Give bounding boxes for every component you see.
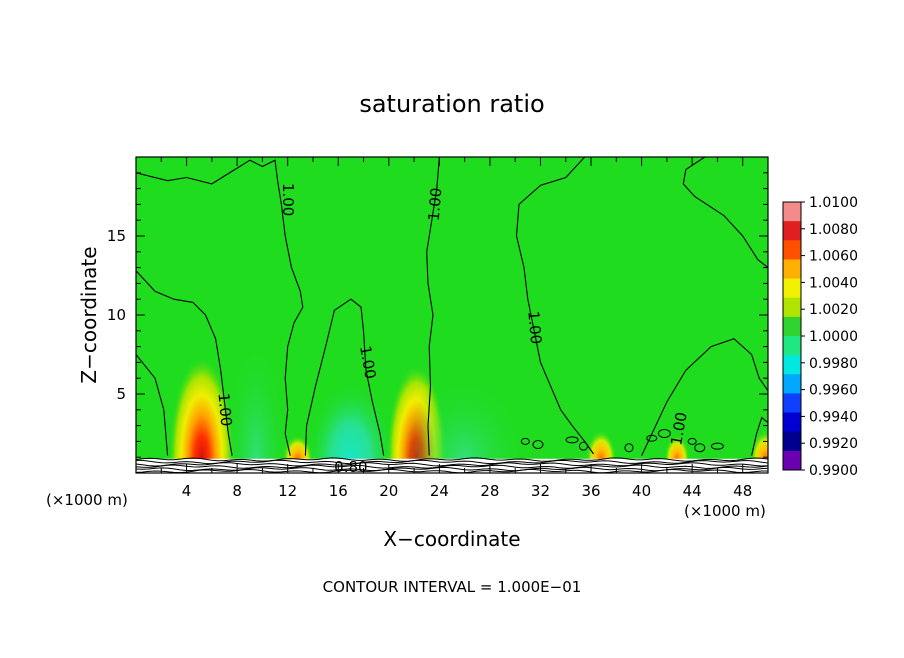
colorbar-swatch — [783, 221, 801, 241]
contour-loop-5 — [657, 429, 671, 438]
x-tick-label: 16 — [329, 482, 348, 500]
colorbar-swatch — [783, 393, 801, 414]
contour-label-1: 1.00 — [425, 187, 446, 222]
colorbar-swatch — [783, 297, 801, 318]
colorbar-swatch — [783, 336, 801, 356]
y-tick-label: 5 — [116, 385, 126, 403]
colorbar-swatch — [783, 450, 801, 471]
surface-contour-5 — [136, 468, 768, 473]
colorbar-label: 0.9920 — [809, 436, 858, 452]
contour-line-3 — [304, 298, 385, 456]
colorbar-swatch — [783, 259, 801, 280]
x-unit-right: (×1000 m) — [684, 502, 766, 520]
colorbar-label: 1.0020 — [809, 302, 858, 318]
colorbar-swatch — [783, 374, 801, 394]
surface-contour-3 — [136, 464, 768, 469]
plot-area — [136, 157, 768, 473]
surface-layer — [136, 457, 768, 473]
colorbar-label: 1.0000 — [809, 329, 858, 345]
contour-loop-3 — [578, 441, 588, 451]
x-tick-label: 28 — [480, 482, 499, 500]
y-axis-ticks: 5 10 15 — [107, 172, 768, 458]
colorbar-label: 0.9900 — [809, 463, 858, 479]
contour-loop-7 — [694, 443, 706, 453]
colorbar-label: 1.0080 — [809, 222, 858, 238]
surface-contour-2 — [136, 462, 768, 467]
colorbar: 1.0100 1.0080 1.0060 1.0040 1.0020 1.0000 0.99… — [782, 195, 858, 479]
x-unit-left: (×1000 m) — [46, 491, 128, 509]
colorbar-swatch — [783, 278, 801, 299]
contour-label-5: 1.00 — [667, 411, 691, 447]
colorbar-swatch — [783, 431, 801, 452]
colorbar-label: 0.9940 — [809, 409, 858, 425]
colorbar-label: 1.0100 — [809, 195, 858, 211]
contour-line-7 — [641, 338, 768, 456]
contour-loop-9 — [624, 443, 634, 453]
x-axis-label: X−coordinate — [383, 527, 520, 551]
colorbar-label: 1.0060 — [809, 249, 858, 265]
x-tick-label: 44 — [683, 482, 702, 500]
colorbar-swatch — [783, 412, 801, 433]
contour-loop-0 — [520, 437, 530, 445]
plume-0 — [168, 356, 235, 473]
contour-label-6: 0.80 — [334, 458, 367, 476]
contour-loop-1 — [532, 440, 544, 450]
plume-4 — [401, 371, 528, 473]
colorbar-label: 0.9980 — [809, 356, 858, 372]
y-tick-label: 15 — [107, 227, 126, 245]
x-tick-label: 48 — [733, 482, 752, 500]
colorbar-swatch — [783, 316, 801, 337]
surface-contour-1 — [136, 459, 768, 465]
contour-loop-8 — [710, 442, 724, 450]
contour-label-3: 1.00 — [356, 344, 380, 380]
plume-2 — [224, 332, 288, 473]
x-tick-label: 36 — [581, 482, 600, 500]
contour-line-6 — [682, 157, 768, 269]
y-tick-label: 10 — [107, 306, 126, 324]
x-tick-label: 12 — [278, 482, 297, 500]
contour-line-4 — [426, 157, 440, 456]
contour-loop-6 — [687, 437, 697, 445]
x-tick-label: 8 — [232, 482, 242, 500]
contour-line-0 — [136, 159, 304, 456]
contour-line-5 — [515, 157, 595, 455]
x-tick-label: 20 — [379, 482, 398, 500]
contour-labels: 1.00 1.00 1.00 1.00 1.00 1.00 0.80 — [215, 183, 691, 476]
x-tick-label: 24 — [430, 482, 449, 500]
x-tick-label: 4 — [182, 482, 192, 500]
contour-loop-4 — [646, 434, 658, 442]
contour-line-2 — [136, 354, 169, 456]
colorbar-label: 1.0040 — [809, 275, 858, 291]
y-axis-label: Z−coordinate — [77, 246, 101, 383]
contour-label-0: 1.00 — [279, 183, 297, 216]
colorbar-swatch — [783, 202, 801, 222]
contour-label-2: 1.00 — [524, 310, 545, 345]
chart-title: saturation ratio — [359, 90, 544, 118]
contour-line-1 — [136, 270, 233, 456]
contour-lines — [136, 157, 768, 456]
contour-label-4: 1.00 — [215, 392, 236, 427]
contour-line-8 — [751, 416, 768, 456]
contour-loop-2 — [565, 436, 579, 444]
x-tick-label: 40 — [632, 482, 651, 500]
contour-interval-note: CONTOUR INTERVAL = 1.000E−01 — [323, 578, 582, 596]
colorbar-swatch — [783, 240, 801, 260]
colorbar-label: 0.9960 — [809, 383, 858, 399]
colorbar-swatch — [783, 355, 801, 375]
x-tick-label: 32 — [531, 482, 550, 500]
x-axis-ticks: 4 8 12 16 20 24 28 32 36 40 44 48 — [160, 157, 752, 500]
surface-contour-0 — [136, 457, 768, 462]
